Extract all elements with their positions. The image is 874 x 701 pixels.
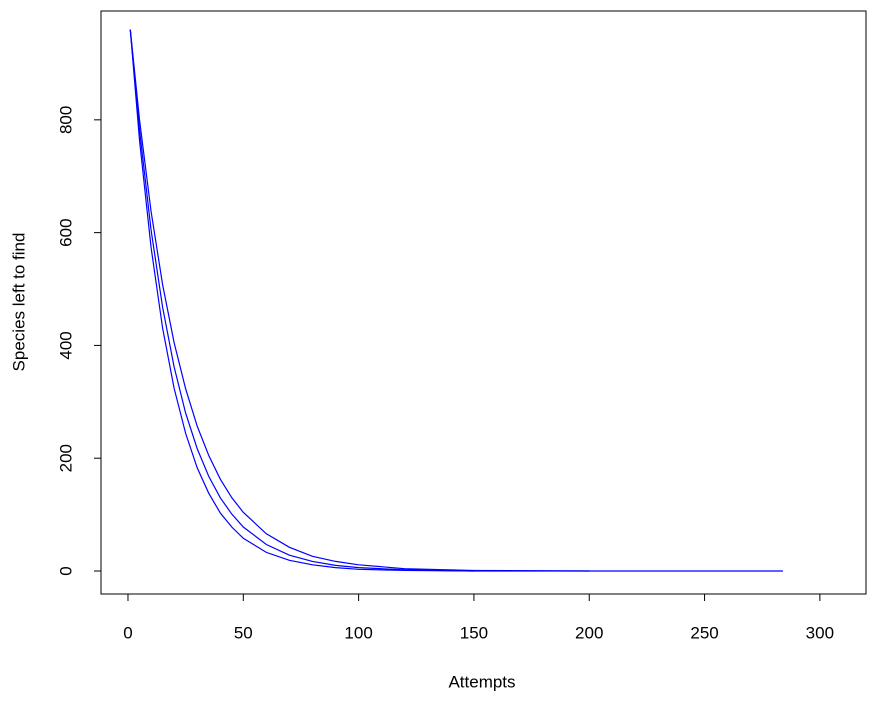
x-tick-label: 300	[806, 623, 834, 642]
y-tick-label: 200	[56, 444, 75, 472]
y-tick-label: 400	[56, 331, 75, 359]
x-tick-label: 50	[234, 623, 253, 642]
x-tick-label: 250	[690, 623, 718, 642]
y-tick-label: 0	[56, 566, 75, 575]
x-tick-label: 200	[575, 623, 603, 642]
y-tick-label: 600	[56, 218, 75, 246]
series-line	[129, 29, 783, 572]
x-tick-label: 0	[123, 623, 132, 642]
x-tick-label: 100	[344, 623, 372, 642]
series-line	[129, 29, 474, 572]
x-tick-label: 150	[460, 623, 488, 642]
series-line	[129, 29, 590, 572]
x-axis-title: Attempts	[448, 672, 515, 691]
y-axis-title: Species left to find	[9, 233, 28, 372]
plot-box	[100, 10, 867, 595]
y-tick-label: 800	[56, 106, 75, 134]
